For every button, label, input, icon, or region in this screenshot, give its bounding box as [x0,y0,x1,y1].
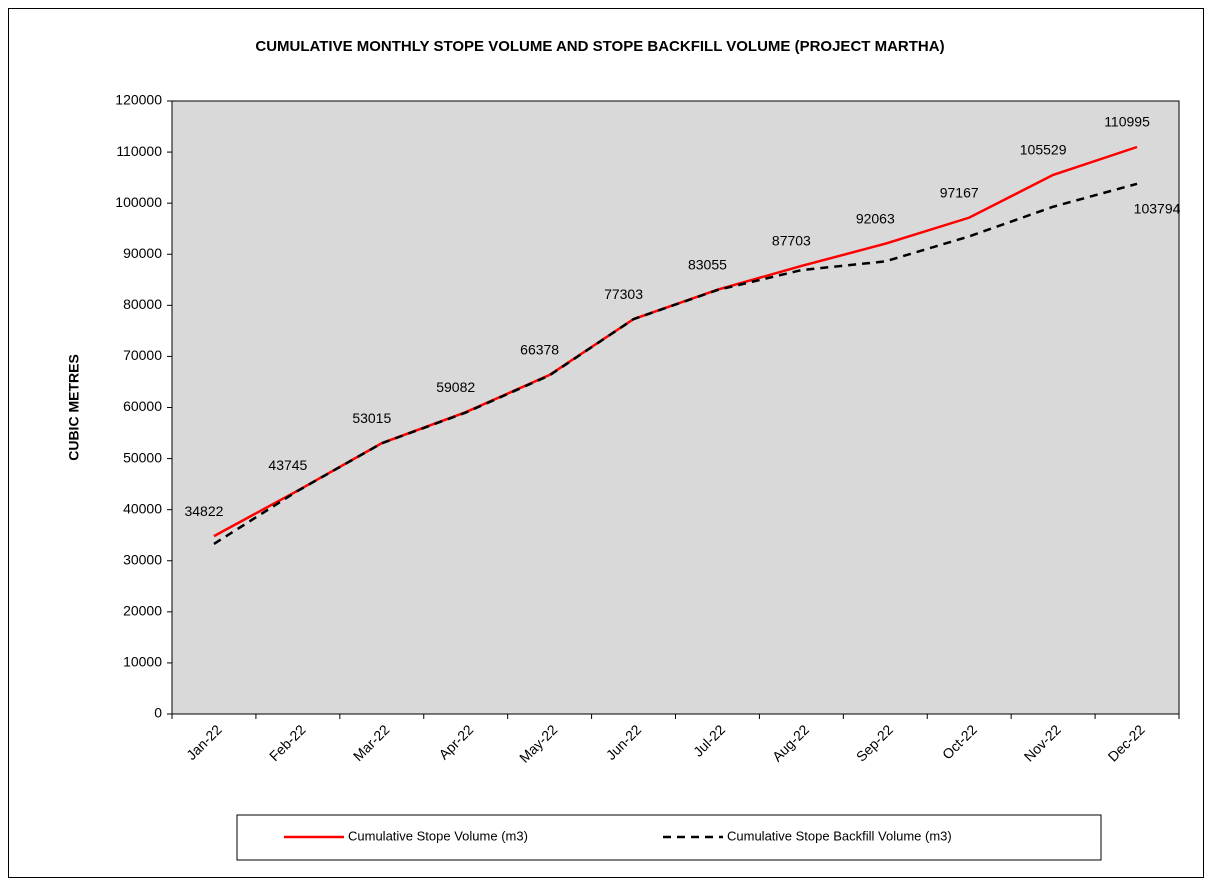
y-tick-label: 60000 [123,398,162,414]
data-label: 92063 [856,210,895,226]
y-tick-label: 10000 [123,654,162,670]
y-tick-label: 120000 [115,92,162,108]
x-tick-label: Aug-22 [769,721,812,764]
x-tick-label: Jan-22 [183,721,225,763]
x-tick-label: Jun-22 [603,721,645,763]
data-label: 105529 [1020,142,1067,158]
y-axis-label: CUBIC METRES [66,354,82,461]
y-tick-label: 50000 [123,449,162,465]
data-label: 77303 [604,286,643,302]
x-tick-label: Apr-22 [435,721,476,762]
data-label: 97167 [940,184,979,200]
x-tick-label: Jul-22 [690,721,728,759]
y-tick-label: 0 [154,705,162,721]
data-label: 87703 [772,233,811,249]
y-tick-label: 90000 [123,245,162,261]
x-tick-label: Nov-22 [1021,721,1064,764]
series-line [213,182,1138,545]
data-label: 66378 [520,342,559,358]
data-label: 34822 [184,503,223,519]
legend-label: Cumulative Stope Volume (m3) [348,828,528,843]
x-tick-label: Sep-22 [853,721,896,764]
x-tick-label: Feb-22 [266,721,309,764]
x-tick-label: May-22 [516,721,560,765]
y-tick-label: 20000 [123,603,162,619]
y-tick-label: 100000 [115,194,162,210]
y-tick-label: 80000 [123,296,162,312]
data-label: 59082 [436,379,475,395]
x-tick-label: Dec-22 [1105,721,1148,764]
legend-label: Cumulative Stope Backfill Volume (m3) [727,828,952,843]
plot-area [171,100,1180,715]
chart-title: CUMULATIVE MONTHLY STOPE VOLUME AND STOP… [255,38,945,55]
data-label: 43745 [268,457,307,473]
data-label: 83055 [688,256,727,272]
data-label: 53015 [352,410,391,426]
y-tick-label: 40000 [123,500,162,516]
x-tick-label: Mar-22 [350,721,393,764]
y-tick-label: 110000 [116,143,162,159]
x-tick-label: Oct-22 [939,721,980,762]
y-tick-label: 70000 [123,347,162,363]
y-tick-label: 30000 [123,551,162,567]
data-label: 110995 [1104,114,1150,130]
data-label: 103794 [1134,200,1181,216]
